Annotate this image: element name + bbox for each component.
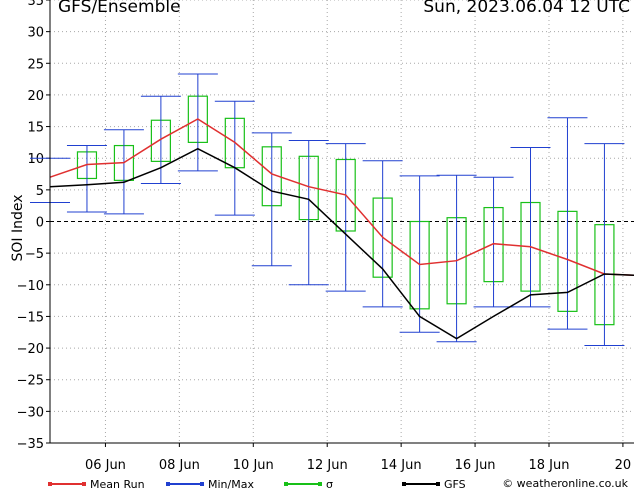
y-tick-label: −10 [17, 279, 44, 294]
gfs-swatch [402, 479, 440, 489]
legend-label: Mean Run [90, 477, 145, 491]
x-tick-label: 20 [615, 458, 632, 473]
y-axis-label: SOI Index [10, 194, 26, 262]
copyright: © weatheronline.co.uk [502, 477, 628, 490]
mean-run-swatch [48, 479, 86, 489]
legend-min-max: Min/Max [166, 476, 254, 492]
y-tick-label: −15 [17, 310, 44, 325]
y-tick-label: 35 [27, 0, 44, 9]
x-tick-label: 16 Jun [455, 458, 496, 473]
y-tick-label: 5 [36, 184, 44, 199]
legend-label: σ [326, 477, 333, 491]
y-tick-label: −30 [17, 405, 44, 420]
y-tick-label: 15 [27, 121, 44, 136]
y-tick-label: 25 [27, 57, 44, 72]
x-tick-label: 14 Jun [381, 458, 422, 473]
gfs-line [49, 147, 634, 340]
x-tick-label: 10 Jun [233, 458, 274, 473]
y-tick-label: −35 [17, 437, 44, 452]
y-tick-label: −5 [25, 247, 44, 262]
x-tick-label: 06 Jun [85, 458, 126, 473]
chart-title: GFS/Ensemble [58, 0, 181, 17]
y-tick-label: 0 [36, 216, 44, 231]
x-tick-label: 08 Jun [159, 458, 200, 473]
legend-mean-run: Mean Run [48, 476, 145, 492]
x-tick-label: 18 Jun [528, 458, 569, 473]
y-tick-label: 30 [27, 26, 44, 41]
sigma-swatch [284, 479, 322, 489]
min-max-swatch [166, 479, 204, 489]
y-tick-label: 20 [27, 89, 44, 104]
legend-sigma: σ [284, 476, 333, 492]
run-datetime: Sun, 2023.06.04 12 UTC [423, 0, 630, 17]
y-tick-label: −25 [17, 374, 44, 389]
x-tick-label: 12 Jun [307, 458, 348, 473]
y-tick-label: 10 [27, 152, 44, 167]
legend-label: GFS [444, 477, 466, 491]
mean-run-line [49, 118, 634, 277]
y-tick-label: −20 [17, 342, 44, 357]
legend-label: Min/Max [208, 477, 254, 491]
legend-gfs: GFS [402, 476, 466, 492]
